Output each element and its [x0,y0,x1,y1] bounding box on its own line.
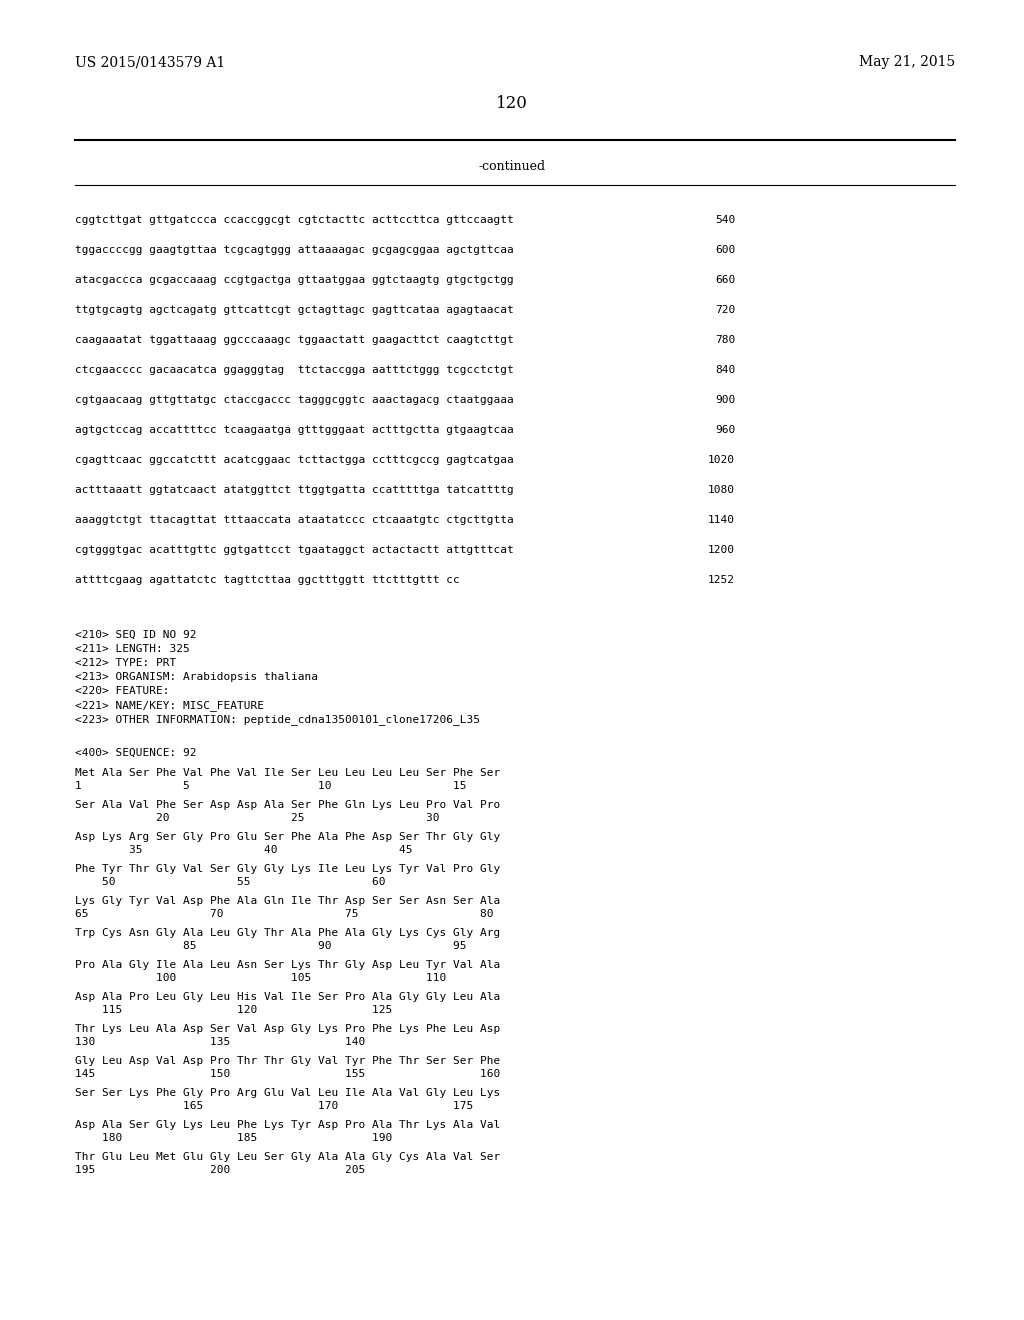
Text: 720: 720 [715,305,735,315]
Text: cgtgaacaag gttgttatgc ctaccgaccc tagggcggtc aaactagacg ctaatggaaa: cgtgaacaag gttgttatgc ctaccgaccc tagggcg… [75,395,514,405]
Text: 1200: 1200 [708,545,735,554]
Text: 1080: 1080 [708,484,735,495]
Text: 1140: 1140 [708,515,735,525]
Text: atacgaccca gcgaccaaag ccgtgactga gttaatggaa ggtctaagtg gtgctgctgg: atacgaccca gcgaccaaag ccgtgactga gttaatg… [75,275,514,285]
Text: cgtgggtgac acatttgttc ggtgattcct tgaataggct actactactt attgtttcat: cgtgggtgac acatttgttc ggtgattcct tgaatag… [75,545,514,554]
Text: 100                 105                 110: 100 105 110 [75,973,446,983]
Text: <213> ORGANISM: Arabidopsis thaliana: <213> ORGANISM: Arabidopsis thaliana [75,672,318,682]
Text: 145                 150                 155                 160: 145 150 155 160 [75,1069,501,1078]
Text: Thr Lys Leu Ala Asp Ser Val Asp Gly Lys Pro Phe Lys Phe Leu Asp: Thr Lys Leu Ala Asp Ser Val Asp Gly Lys … [75,1024,501,1034]
Text: Lys Gly Tyr Val Asp Phe Ala Gln Ile Thr Asp Ser Ser Asn Ser Ala: Lys Gly Tyr Val Asp Phe Ala Gln Ile Thr … [75,896,501,906]
Text: Ser Ser Lys Phe Gly Pro Arg Glu Val Leu Ile Ala Val Gly Leu Lys: Ser Ser Lys Phe Gly Pro Arg Glu Val Leu … [75,1088,501,1098]
Text: Pro Ala Gly Ile Ala Leu Asn Ser Lys Thr Gly Asp Leu Tyr Val Ala: Pro Ala Gly Ile Ala Leu Asn Ser Lys Thr … [75,960,501,970]
Text: attttcgaag agattatctc tagttcttaa ggctttggtt ttctttgttt cc: attttcgaag agattatctc tagttcttaa ggctttg… [75,576,460,585]
Text: <400> SEQUENCE: 92: <400> SEQUENCE: 92 [75,748,197,758]
Text: 540: 540 [715,215,735,224]
Text: agtgctccag accattttcc tcaagaatga gtttgggaat actttgctta gtgaagtcaa: agtgctccag accattttcc tcaagaatga gtttggg… [75,425,514,436]
Text: 600: 600 [715,246,735,255]
Text: Trp Cys Asn Gly Ala Leu Gly Thr Ala Phe Ala Gly Lys Cys Gly Arg: Trp Cys Asn Gly Ala Leu Gly Thr Ala Phe … [75,928,501,939]
Text: <220> FEATURE:: <220> FEATURE: [75,686,170,696]
Text: May 21, 2015: May 21, 2015 [859,55,955,69]
Text: aaaggtctgt ttacagttat tttaaccata ataatatccc ctcaaatgtc ctgcttgtta: aaaggtctgt ttacagttat tttaaccata ataatat… [75,515,514,525]
Text: Thr Glu Leu Met Glu Gly Leu Ser Gly Ala Ala Gly Cys Ala Val Ser: Thr Glu Leu Met Glu Gly Leu Ser Gly Ala … [75,1152,501,1162]
Text: <221> NAME/KEY: MISC_FEATURE: <221> NAME/KEY: MISC_FEATURE [75,700,264,711]
Text: tggaccccgg gaagtgttaa tcgcagtggg attaaaagac gcgagcggaa agctgttcaa: tggaccccgg gaagtgttaa tcgcagtggg attaaaa… [75,246,514,255]
Text: Ser Ala Val Phe Ser Asp Asp Ala Ser Phe Gln Lys Leu Pro Val Pro: Ser Ala Val Phe Ser Asp Asp Ala Ser Phe … [75,800,501,810]
Text: 195                 200                 205: 195 200 205 [75,1166,366,1175]
Text: US 2015/0143579 A1: US 2015/0143579 A1 [75,55,225,69]
Text: 180                 185                 190: 180 185 190 [75,1133,392,1143]
Text: cgagttcaac ggccatcttt acatcggaac tcttactgga cctttcgccg gagtcatgaa: cgagttcaac ggccatcttt acatcggaac tcttact… [75,455,514,465]
Text: 1252: 1252 [708,576,735,585]
Text: Met Ala Ser Phe Val Phe Val Ile Ser Leu Leu Leu Leu Ser Phe Ser: Met Ala Ser Phe Val Phe Val Ile Ser Leu … [75,768,501,777]
Text: 960: 960 [715,425,735,436]
Text: 840: 840 [715,366,735,375]
Text: 130                 135                 140: 130 135 140 [75,1038,366,1047]
Text: 165                 170                 175: 165 170 175 [75,1101,473,1111]
Text: 65                  70                  75                  80: 65 70 75 80 [75,909,494,919]
Text: <211> LENGTH: 325: <211> LENGTH: 325 [75,644,189,653]
Text: 115                 120                 125: 115 120 125 [75,1005,392,1015]
Text: 85                  90                  95: 85 90 95 [75,941,467,950]
Text: Asp Lys Arg Ser Gly Pro Glu Ser Phe Ala Phe Asp Ser Thr Gly Gly: Asp Lys Arg Ser Gly Pro Glu Ser Phe Ala … [75,832,501,842]
Text: ctcgaacccc gacaacatca ggagggtag  ttctaccgga aatttctggg tcgcctctgt: ctcgaacccc gacaacatca ggagggtag ttctaccg… [75,366,514,375]
Text: 900: 900 [715,395,735,405]
Text: <210> SEQ ID NO 92: <210> SEQ ID NO 92 [75,630,197,640]
Text: Gly Leu Asp Val Asp Pro Thr Thr Gly Val Tyr Phe Thr Ser Ser Phe: Gly Leu Asp Val Asp Pro Thr Thr Gly Val … [75,1056,501,1067]
Text: Phe Tyr Thr Gly Val Ser Gly Gly Lys Ile Leu Lys Tyr Val Pro Gly: Phe Tyr Thr Gly Val Ser Gly Gly Lys Ile … [75,865,501,874]
Text: 20                  25                  30: 20 25 30 [75,813,439,822]
Text: 780: 780 [715,335,735,345]
Text: Asp Ala Ser Gly Lys Leu Phe Lys Tyr Asp Pro Ala Thr Lys Ala Val: Asp Ala Ser Gly Lys Leu Phe Lys Tyr Asp … [75,1119,501,1130]
Text: 120: 120 [496,95,528,112]
Text: 50                  55                  60: 50 55 60 [75,876,385,887]
Text: caagaaatat tggattaaag ggcccaaagc tggaactatt gaagacttct caagtcttgt: caagaaatat tggattaaag ggcccaaagc tggaact… [75,335,514,345]
Text: 35                  40                  45: 35 40 45 [75,845,413,855]
Text: ttgtgcagtg agctcagatg gttcattcgt gctagttagc gagttcataa agagtaacat: ttgtgcagtg agctcagatg gttcattcgt gctagtt… [75,305,514,315]
Text: -continued: -continued [478,160,546,173]
Text: 660: 660 [715,275,735,285]
Text: actttaaatt ggtatcaact atatggttct ttggtgatta ccatttttga tatcattttg: actttaaatt ggtatcaact atatggttct ttggtga… [75,484,514,495]
Text: Asp Ala Pro Leu Gly Leu His Val Ile Ser Pro Ala Gly Gly Leu Ala: Asp Ala Pro Leu Gly Leu His Val Ile Ser … [75,993,501,1002]
Text: cggtcttgat gttgatccca ccaccggcgt cgtctacttc acttccttca gttccaagtt: cggtcttgat gttgatccca ccaccggcgt cgtctac… [75,215,514,224]
Text: <223> OTHER INFORMATION: peptide_cdna13500101_clone17206_L35: <223> OTHER INFORMATION: peptide_cdna135… [75,714,480,725]
Text: 1               5                   10                  15: 1 5 10 15 [75,781,467,791]
Text: 1020: 1020 [708,455,735,465]
Text: <212> TYPE: PRT: <212> TYPE: PRT [75,657,176,668]
